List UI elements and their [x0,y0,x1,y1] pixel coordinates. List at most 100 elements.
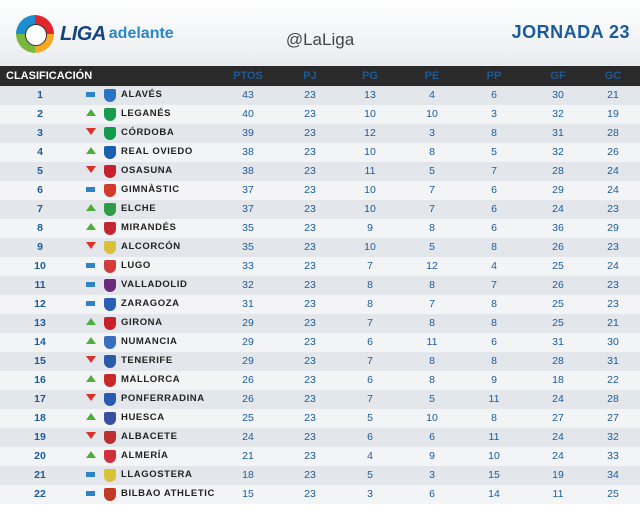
team-crest-icon [104,374,116,387]
col-pj: PJ [303,70,317,82]
logo-sub: adelante [108,25,174,42]
ptos-cell: 43 [242,89,254,101]
trend-same-icon [86,299,96,310]
gc-cell: 23 [607,298,619,310]
position-cell: 2 [37,108,43,120]
gc-cell: 23 [607,203,619,215]
pe-cell: 7 [429,298,435,310]
table-row: 17 PONFERRADINA 26 23 7 5 11 24 28 [0,390,640,409]
trend-same-icon [86,489,96,500]
standings-table: 1 ALAVÉS 43 23 13 4 6 30 21 2 LEGANÉS 40 23 10 10 3 32 19… [0,86,640,504]
arrow-down-shape [86,394,96,401]
table-row: 12 ZARAGOZA 31 23 8 7 8 25 23 [0,295,640,314]
pe-cell: 7 [429,203,435,215]
gf-cell: 24 [552,393,564,405]
team-name: LUGO [121,260,151,271]
gf-cell: 28 [552,355,564,367]
pg-cell: 8 [367,298,373,310]
pp-cell: 8 [491,127,497,139]
gc-cell: 24 [607,184,619,196]
trend-same-icon [86,185,96,196]
pe-cell: 8 [429,279,435,291]
pg-cell: 10 [364,241,376,253]
trend-same-icon [86,90,96,101]
team-name: ALAVÉS [121,89,163,100]
arrow-up-shape [86,204,96,211]
pe-cell: 5 [429,241,435,253]
trend-up-icon [86,413,96,424]
pe-cell: 6 [429,431,435,443]
pp-cell: 8 [491,298,497,310]
ptos-cell: 21 [242,450,254,462]
team-crest-icon [104,355,116,368]
arrow-up-shape [86,109,96,116]
table-row: 8 MIRANDÉS 35 23 9 8 6 36 29 [0,219,640,238]
gc-cell: 24 [607,260,619,272]
col-clasificacion: CLASIFICACIÓN [6,70,93,82]
trend-up-icon [86,337,96,348]
dash-shape [86,491,95,496]
team-crest-icon [104,393,116,406]
team-name: OSASUNA [121,165,173,176]
pp-cell: 7 [491,165,497,177]
pg-cell: 12 [364,127,376,139]
ptos-cell: 35 [242,241,254,253]
team-crest-icon [104,317,116,330]
position-cell: 5 [37,165,43,177]
position-cell: 19 [34,431,46,443]
pj-cell: 23 [304,108,316,120]
table-row: 22 BILBAO ATHLETIC 15 23 3 6 14 11 25 [0,485,640,504]
position-cell: 6 [37,184,43,196]
gc-cell: 28 [607,127,619,139]
pj-cell: 23 [304,165,316,177]
gf-cell: 31 [552,127,564,139]
gc-cell: 23 [607,241,619,253]
col-pp: PP [486,70,502,82]
gf-cell: 26 [552,241,564,253]
team-name: ALBACETE [121,431,178,442]
team-crest-icon [104,336,116,349]
ptos-cell: 24 [242,431,254,443]
gc-cell: 24 [607,165,619,177]
trend-down-icon [86,128,96,139]
gf-cell: 30 [552,89,564,101]
pe-cell: 12 [426,260,438,272]
gc-cell: 23 [607,279,619,291]
col-ptos: PTOS [233,70,263,82]
ptos-cell: 29 [242,355,254,367]
position-cell: 4 [37,146,43,158]
arrow-down-shape [86,166,96,173]
table-row: 7 ELCHE 37 23 10 7 6 24 23 [0,200,640,219]
position-cell: 3 [37,127,43,139]
pe-cell: 10 [426,412,438,424]
pg-cell: 7 [367,355,373,367]
table-row: 5 OSASUNA 38 23 11 5 7 28 24 [0,162,640,181]
team-crest-icon [104,431,116,444]
pg-cell: 10 [364,146,376,158]
gf-cell: 27 [552,412,564,424]
col-pe: PE [424,70,440,82]
pe-cell: 11 [426,336,438,348]
pe-cell: 8 [429,374,435,386]
position-cell: 15 [34,355,46,367]
pe-cell: 5 [429,393,435,405]
ptos-cell: 40 [242,108,254,120]
gf-cell: 32 [552,146,564,158]
table-row: 13 GIRONA 29 23 7 8 8 25 21 [0,314,640,333]
pe-cell: 3 [429,469,435,481]
gc-cell: 33 [607,450,619,462]
arrow-down-shape [86,356,96,363]
pg-cell: 4 [367,450,373,462]
table-header: CLASIFICACIÓN PTOS PJ PG PE PP GF GC [0,66,640,86]
gc-cell: 19 [607,108,619,120]
gf-cell: 25 [552,317,564,329]
arrow-up-shape [86,337,96,344]
pj-cell: 23 [304,469,316,481]
logo-word: LIGA [60,22,106,45]
ptos-cell: 37 [242,184,254,196]
twitter-handle: @LaLiga [285,30,355,49]
team-crest-icon [104,260,116,273]
ptos-cell: 35 [242,222,254,234]
position-cell: 10 [34,260,46,272]
gf-cell: 24 [552,203,564,215]
